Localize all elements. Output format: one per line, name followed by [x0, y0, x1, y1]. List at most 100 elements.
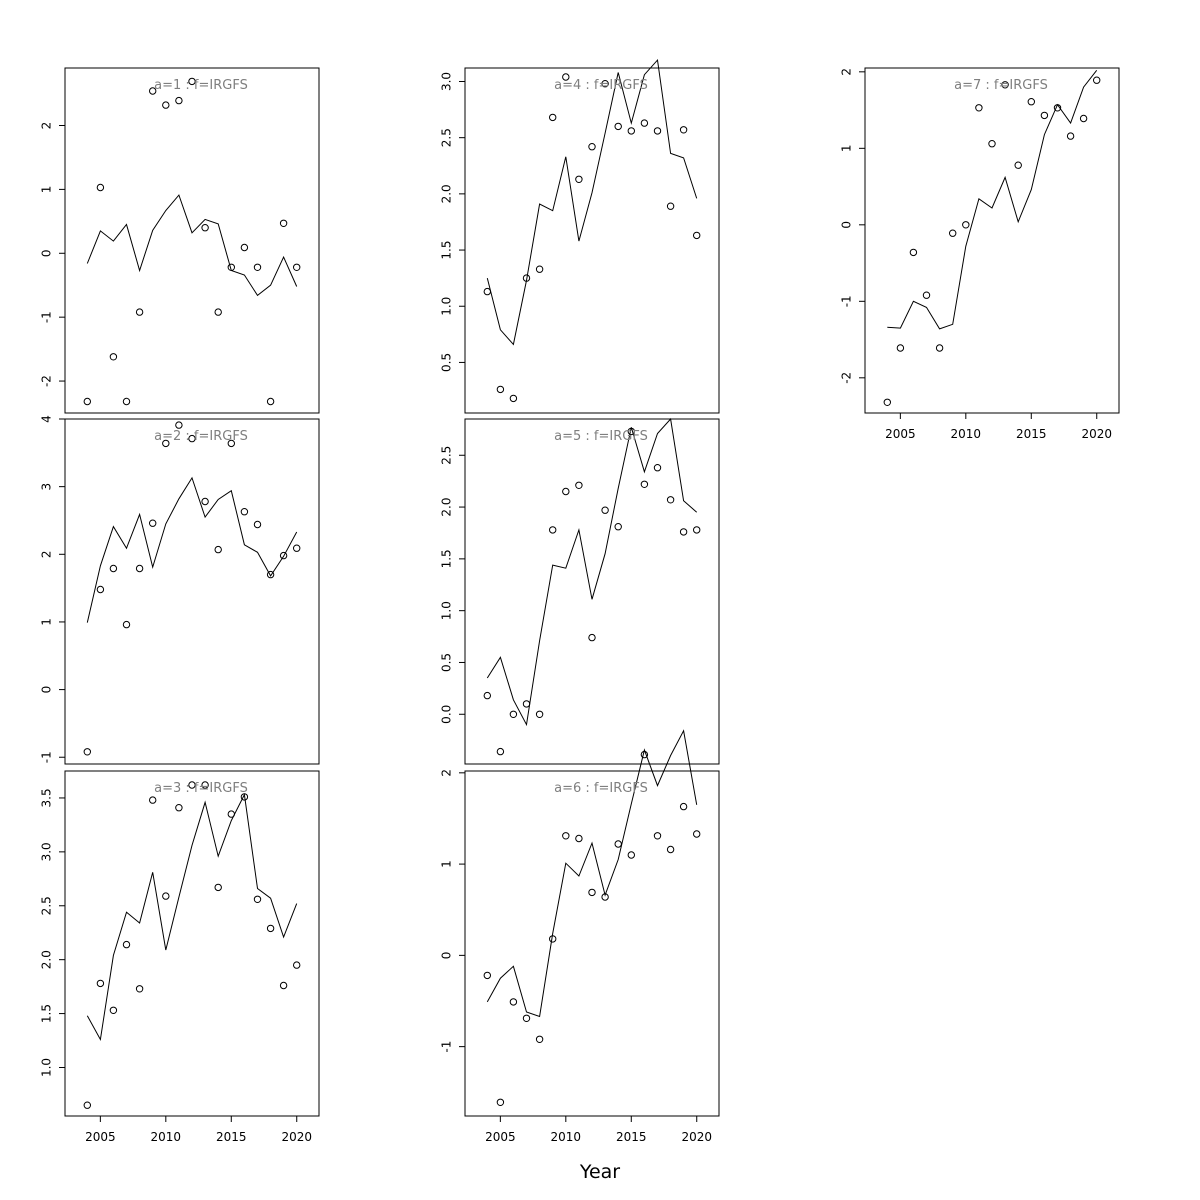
x-tick-label: 2010 — [951, 427, 982, 441]
x-axis: 2005 2010 2015 2020 — [85, 1115, 312, 1144]
y-tick-label: 0.5 — [440, 653, 454, 672]
panel-title: a=7 : f=IRGFS — [954, 78, 1048, 93]
y-tick-label: -1 — [840, 295, 854, 307]
data-point — [614, 523, 622, 531]
x-axis: 2005 2010 2015 2020 — [485, 1115, 712, 1144]
y-tick-label: 1 — [440, 860, 454, 868]
data-point — [522, 274, 531, 282]
y-tick-label: 2 — [840, 68, 854, 76]
panel-title: a=4 : f=IRGFS — [554, 78, 648, 93]
data-point — [188, 781, 196, 789]
y-tick-label: 1 — [40, 618, 54, 626]
y-tick-label: 2.5 — [440, 446, 454, 465]
fitted-line — [86, 476, 298, 623]
data-point — [240, 793, 249, 801]
data-point — [535, 710, 544, 718]
y-tick-label: 2.0 — [440, 184, 454, 203]
data-point — [162, 439, 170, 448]
fitted-line — [86, 793, 298, 1042]
data-point — [240, 243, 249, 252]
data-point — [201, 497, 209, 506]
data-point — [149, 519, 157, 527]
data-point — [614, 840, 622, 848]
data-point — [549, 113, 557, 122]
data-point — [640, 480, 649, 488]
y-tick-label: 1.5 — [440, 549, 454, 568]
panel-4: 0.5 1.0 1.5 2.0 2.5 3.0 a=4 : f=IRGFS — [440, 58, 720, 414]
data-point — [96, 979, 105, 988]
y-tick-label: 1 — [40, 186, 54, 194]
data-point — [962, 221, 970, 229]
data-point — [227, 439, 236, 448]
data-point — [653, 832, 662, 840]
data-point — [266, 570, 275, 579]
data-point — [588, 633, 596, 642]
data-point — [575, 175, 583, 184]
data-point — [96, 585, 105, 594]
data-point — [1040, 111, 1049, 120]
x-tick-label: 2015 — [216, 1130, 247, 1144]
data-point — [666, 496, 675, 504]
x-tick-label: 2005 — [85, 1130, 116, 1144]
data-point — [279, 551, 288, 560]
data-point — [109, 353, 118, 361]
data-point — [693, 526, 701, 534]
data-point — [201, 224, 209, 232]
panel-title: a=3 : f=IRGFS — [154, 781, 248, 796]
y-axis: -1 0 1 2 — [440, 769, 466, 1053]
data-point — [1093, 76, 1101, 84]
observed-points — [483, 427, 701, 756]
data-point — [679, 126, 688, 134]
data-point — [227, 263, 236, 271]
data-point — [535, 265, 544, 273]
panel-5: 0.0 0.5 1.0 1.5 2.0 2.5 a=5 : f=IRGFS — [440, 417, 720, 765]
data-point — [679, 528, 688, 536]
data-point — [122, 620, 131, 629]
plot-frame — [64, 770, 320, 1117]
data-point — [83, 397, 92, 406]
x-tick-label: 2020 — [1081, 427, 1112, 441]
data-point — [935, 344, 944, 352]
data-point — [666, 845, 675, 854]
data-point — [279, 981, 288, 990]
data-point — [149, 87, 157, 95]
data-point — [83, 1101, 92, 1109]
fitted-line — [86, 194, 298, 297]
y-tick-label: 3 — [40, 483, 54, 491]
data-point — [614, 122, 622, 131]
fitted-line — [887, 69, 1098, 330]
y-tick-label: 2.0 — [440, 498, 454, 517]
data-point — [896, 344, 905, 352]
data-point — [188, 77, 196, 86]
data-point — [653, 127, 662, 135]
observed-points — [83, 781, 301, 1109]
data-point — [601, 893, 609, 901]
figure-x-axis-label: Year — [579, 1161, 620, 1183]
data-point — [693, 231, 701, 240]
observed-points — [83, 77, 301, 406]
data-point — [509, 710, 518, 718]
x-tick-label: 2005 — [885, 427, 916, 441]
data-point — [496, 1098, 505, 1107]
panel-2: -1 0 1 2 3 4 a=2 : f=IRGFS — [40, 415, 320, 765]
y-axis: -2 -1 0 1 2 — [840, 68, 866, 384]
y-axis: -1 0 1 2 3 4 — [40, 415, 66, 763]
data-point — [253, 520, 262, 529]
y-tick-label: -2 — [40, 375, 54, 387]
data-point — [162, 892, 170, 900]
data-point — [627, 127, 635, 135]
y-tick-label: -1 — [440, 1041, 454, 1053]
data-point — [483, 691, 491, 700]
x-tick-label: 2015 — [1016, 427, 1047, 441]
data-point — [653, 464, 662, 472]
data-point — [293, 961, 301, 969]
plot-frame — [464, 770, 720, 1117]
panel-3: 1.0 1.5 2.0 2.5 3.0 3.5 2005 2010 2015 2020 a=3 : … — [40, 770, 320, 1144]
data-point — [227, 810, 236, 818]
data-point — [483, 971, 491, 980]
plot-frame — [64, 67, 320, 414]
panel-title: a=6 : f=IRGFS — [554, 781, 648, 796]
data-point — [266, 397, 275, 406]
data-point — [1079, 114, 1088, 123]
